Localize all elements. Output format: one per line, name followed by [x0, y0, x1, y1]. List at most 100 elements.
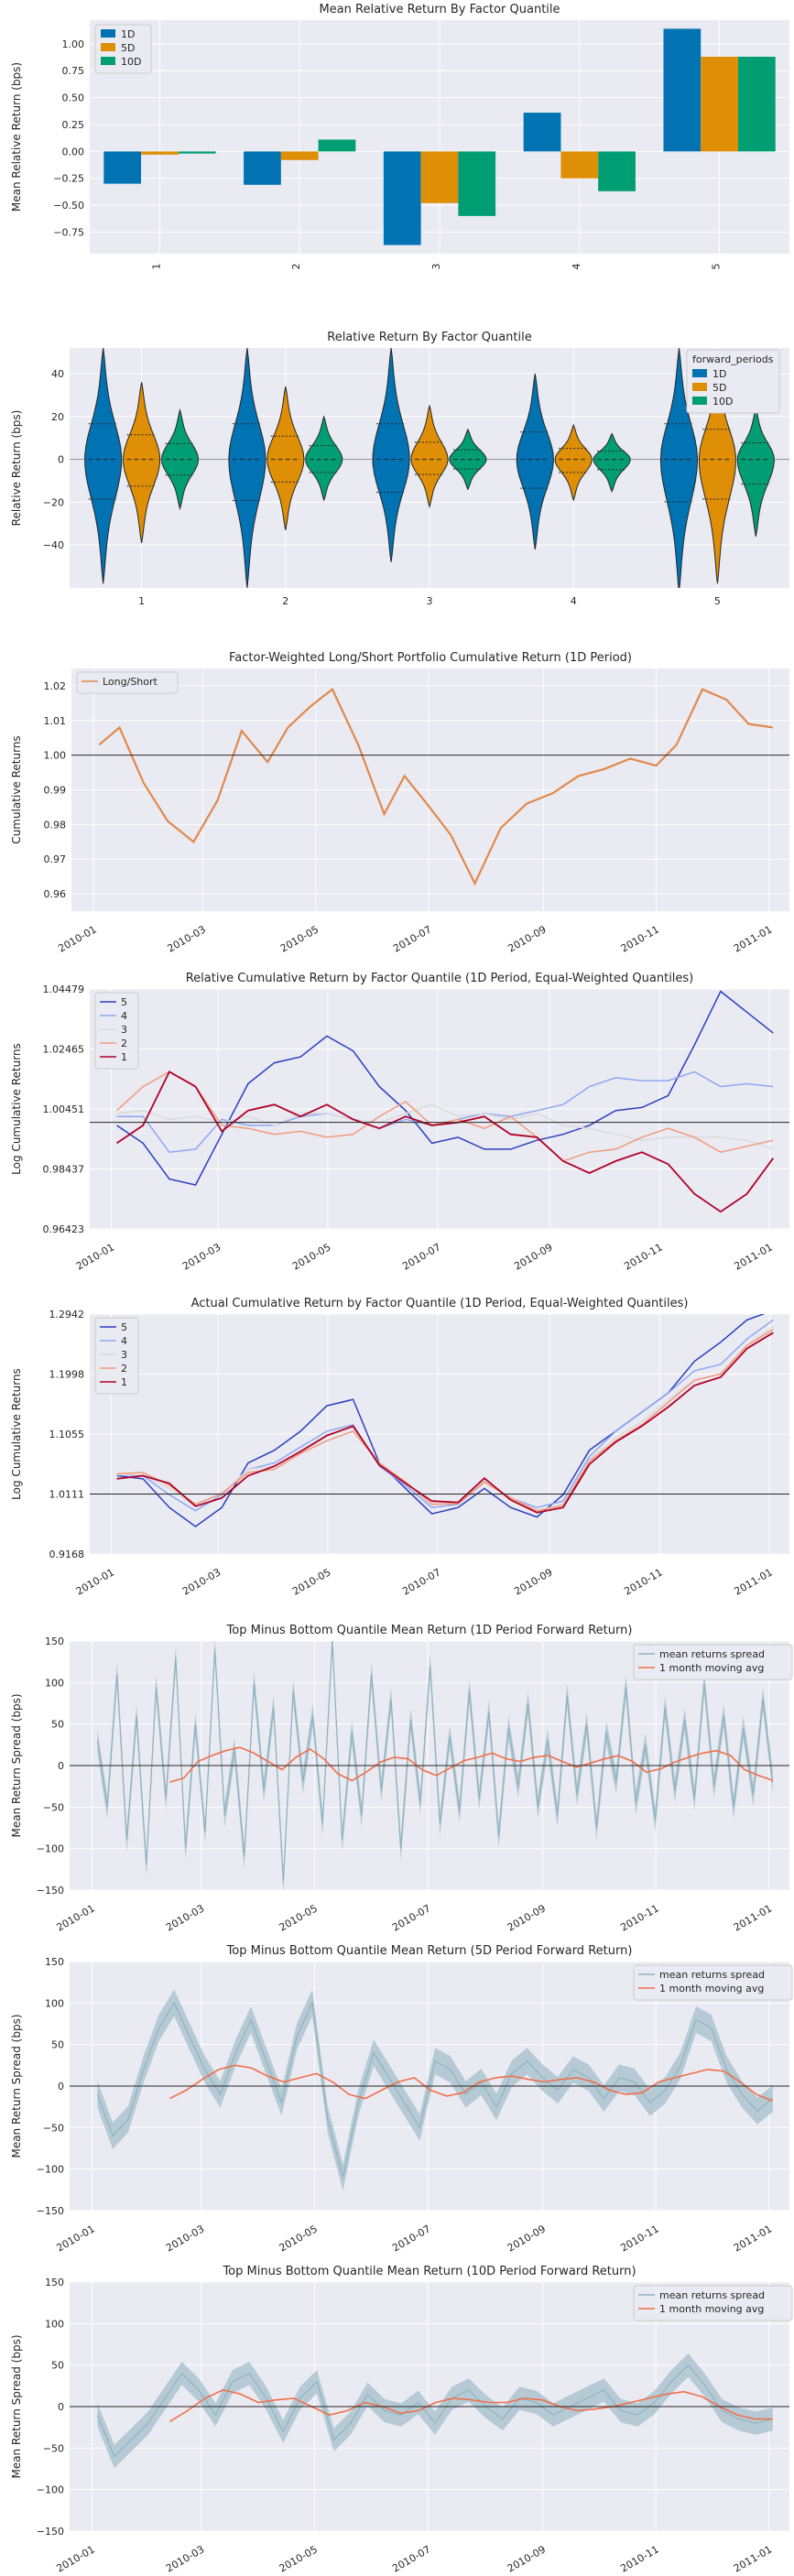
- bar: [420, 151, 459, 203]
- violin: [410, 404, 449, 508]
- x-tick-label: 2: [290, 264, 302, 270]
- y-tick-label: 1.1998: [49, 1369, 85, 1381]
- x-tick-label: 2010-03: [180, 1566, 223, 1597]
- y-tick-label: 0.9168: [49, 1549, 85, 1560]
- legend-box: [76, 671, 179, 694]
- legend-entry: 1 month moving avg: [659, 2303, 764, 2315]
- x-tick-label: 2011-01: [733, 1566, 775, 1597]
- x-tick-label: 2010-01: [54, 2223, 96, 2254]
- series-line: [169, 2064, 774, 2103]
- x-tick-label: 1: [138, 595, 145, 607]
- legend-entry: Long/Short: [103, 676, 158, 688]
- y-tick-label: 100: [45, 2318, 64, 2330]
- legend: 1D 5D 10D: [94, 24, 152, 74]
- bar: [598, 151, 636, 191]
- legend-entry: 10D: [712, 396, 733, 408]
- violin: [123, 382, 161, 543]
- x-tick-label: 2010-11: [618, 2223, 660, 2254]
- actual-cumulative-quantile-chart: Actual Cumulative Return by Factor Quant…: [10, 1297, 789, 1598]
- y-tick-label: 0.00: [62, 146, 85, 158]
- x-tick-label: 2010-09: [506, 2543, 548, 2574]
- x-tick-label: 2010-05: [277, 2223, 320, 2254]
- chart-title: Top Minus Bottom Quantile Mean Return (1…: [226, 1624, 633, 1637]
- y-axis-label: Relative Return (bps): [10, 410, 23, 527]
- chart-title: Top Minus Bottom Quantile Mean Return (1…: [222, 2265, 636, 2278]
- x-tick-label: 3: [427, 595, 433, 607]
- x-tick-label: 2010-09: [512, 1241, 554, 1272]
- y-tick-label: 0.97: [44, 853, 67, 865]
- y-tick-label: 0: [58, 2401, 64, 2413]
- series-line: [169, 1746, 774, 1783]
- x-tick-label: 2010-05: [278, 923, 321, 954]
- x-tick-label: 2010-11: [622, 1241, 664, 1272]
- x-tick-label: 2010-01: [74, 1566, 116, 1597]
- violin: [266, 386, 305, 530]
- y-tick-label: 0: [58, 2081, 64, 2092]
- y-tick-label: 0: [58, 1760, 64, 1772]
- y-axis-label: Cumulative Returns: [10, 735, 23, 843]
- violin: [554, 423, 593, 502]
- violin: [372, 348, 410, 562]
- legend-entry: mean returns spread: [659, 1648, 765, 1660]
- violin: [736, 408, 775, 537]
- bar: [663, 28, 702, 152]
- y-tick-label: −0.50: [53, 200, 84, 212]
- bar: [318, 139, 356, 152]
- x-tick-label: 2011-01: [732, 2543, 774, 2574]
- x-tick-label: 2010-01: [54, 1902, 96, 1933]
- relative-cumulative-quantile-chart: Relative Cumulative Return by Factor Qua…: [10, 972, 789, 1273]
- bar: [737, 56, 776, 152]
- x-tick-label: 2010-07: [400, 1566, 442, 1597]
- y-tick-label: 1.1055: [49, 1429, 85, 1440]
- legend-box: [633, 1964, 793, 2001]
- legend-entry: mean returns spread: [659, 2289, 765, 2301]
- legend-entry: mean returns spread: [659, 1969, 765, 1981]
- violin: [593, 432, 631, 493]
- spread-band: [97, 2353, 773, 2469]
- legend-entry: 1: [121, 1051, 127, 1063]
- y-axis-label: Log Cumulative Returns: [10, 1043, 23, 1175]
- y-tick-label: 50: [51, 2360, 64, 2372]
- legend: Long/Short: [76, 671, 179, 694]
- y-tick-label: 50: [51, 1719, 64, 1731]
- y-tick-label: 1.04479: [43, 984, 85, 995]
- legend-swatch: [692, 383, 707, 391]
- y-tick-label: 1.2942: [49, 1309, 85, 1321]
- bar: [383, 151, 421, 245]
- y-tick-label: 1.00: [62, 38, 85, 50]
- y-tick-label: 0.96423: [43, 1223, 85, 1235]
- x-tick-label: 2010-11: [622, 1566, 664, 1597]
- x-tick-label: 5: [714, 595, 721, 607]
- series-line: [115, 1071, 775, 1213]
- legend-entry: 5D: [121, 42, 135, 54]
- y-tick-label: 100: [45, 1677, 64, 1689]
- x-tick-label: 2010-07: [390, 1902, 432, 1933]
- y-tick-label: 20: [51, 411, 64, 423]
- y-tick-label: 0: [58, 454, 64, 466]
- bar: [280, 151, 319, 160]
- y-tick-label: −150: [37, 2526, 64, 2538]
- y-axis-label: Mean Return Spread (bps): [10, 1693, 23, 1837]
- mean-return-bar-chart: Mean Relative Return By Factor Quantile M…: [10, 3, 789, 270]
- y-tick-label: 1.0111: [49, 1489, 85, 1501]
- y-axis-label: Log Cumulative Returns: [10, 1368, 23, 1500]
- x-tick-label: 2010-05: [277, 2543, 320, 2574]
- legend-swatch: [692, 397, 707, 405]
- x-tick-label: 2010-01: [56, 923, 98, 954]
- y-tick-label: −0.75: [53, 226, 84, 238]
- x-tick-label: 2010-09: [512, 1566, 554, 1597]
- violin: [228, 348, 266, 588]
- y-tick-label: 0.25: [62, 119, 85, 131]
- x-tick-label: 2010-05: [277, 1902, 320, 1933]
- chart-title: Relative Return By Factor Quantile: [327, 331, 532, 344]
- x-tick-label: 2010-09: [506, 1902, 548, 1933]
- legend-entry: 1 month moving avg: [659, 1662, 764, 1674]
- legend: forward_periods 1D 5D 10D: [686, 349, 780, 414]
- legend-entry: 4: [121, 1335, 127, 1347]
- legend-title: forward_periods: [692, 353, 774, 365]
- y-tick-label: 150: [45, 1956, 64, 1968]
- y-tick-label: −50: [43, 2442, 64, 2454]
- series-line: [169, 2389, 773, 2422]
- y-tick-label: 1.02: [44, 680, 67, 692]
- legend: 5 4 3 2 1: [94, 992, 139, 1070]
